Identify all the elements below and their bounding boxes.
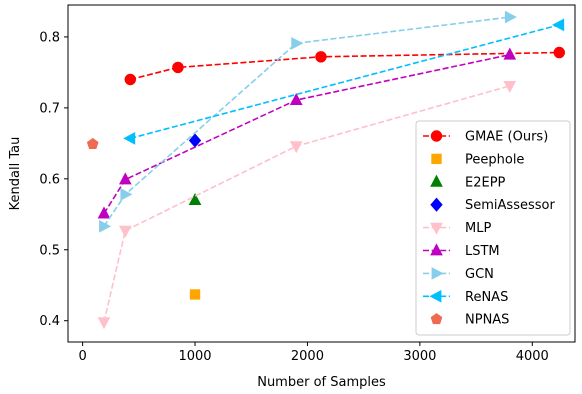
y-tick-label: 0.4 [39,314,60,329]
legend-label: MLP [465,221,491,236]
legend-marker [430,243,443,256]
legend-marker [430,174,443,187]
legend-label: GCN [465,267,494,282]
series-2 [188,192,202,206]
y-tick-label: 0.6 [39,172,60,187]
data-point [289,141,303,154]
chart-marks [86,10,565,330]
legend-item: GMAE (Ours) [423,130,548,145]
legend-marker [431,267,444,280]
legend-label: E2EPP [465,175,506,190]
x-axis-label: Number of Samples [257,375,386,390]
data-point [119,225,132,238]
series-8 [86,137,99,150]
legend-label: LSTM [465,244,500,259]
legend-marker [430,313,443,325]
y-tick-label: 0.8 [39,30,60,45]
y-tick-label: 0.5 [39,243,60,258]
legend-label: ReNAS [465,290,508,305]
data-point [123,132,136,145]
legend-item: ReNAS [423,290,508,305]
legend-label: Peephole [465,152,524,167]
legend-marker [430,130,443,142]
legend-frame [415,120,571,336]
data-point [315,51,327,63]
series-line [130,24,560,140]
data-point [124,73,137,86]
legend-item: GCN [423,267,494,282]
legend-marker [431,153,442,165]
legend-label: GMAE (Ours) [465,130,548,145]
data-point [172,61,184,74]
data-point [86,137,99,150]
data-point [97,317,111,330]
legend-item: MLP [423,221,491,236]
series-line [103,85,511,323]
legend: GMAE (Ours) Peephole E2EPP SemiAssessor MLP L… [415,120,571,336]
plot-frame [67,4,576,343]
data-point [97,206,111,219]
x-tick-label: 1000 [178,349,211,364]
data-point [503,47,517,60]
legend-item: Peephole [431,152,524,167]
legend-item: E2EPP [430,174,506,190]
data-point [120,188,133,201]
data-point [291,36,304,50]
data-point [289,92,303,105]
data-point [189,289,201,300]
y-tick-label: 0.7 [39,101,60,116]
x-tick-label: 2000 [291,349,324,364]
data-point [99,220,112,233]
series-1 [189,289,201,300]
series-line [103,53,510,215]
y-axis: 0.4 0.5 0.6 0.7 0.8 [39,30,68,329]
series-6 [99,10,517,233]
data-point [188,192,202,206]
series-0 [124,46,565,86]
data-point [553,46,565,59]
data-point [552,18,565,32]
legend-marker [429,289,442,303]
legend-label: SemiAssessor [465,198,555,213]
x-tick-label: 0 [78,349,86,364]
data-point [503,80,517,94]
series-line [103,16,510,227]
x-tick-label: 3000 [403,349,436,364]
series-line [130,51,560,81]
series-7 [123,18,565,145]
y-axis-label: Kendall Tau [8,137,23,211]
legend-item: LSTM [423,243,500,259]
x-axis: 0 1000 2000 3000 4000 [78,342,549,364]
series-5 [97,47,517,219]
series-4 [97,80,517,330]
legend-item: SemiAssessor [430,197,555,213]
legend-marker [430,197,443,212]
data-point [119,172,132,185]
legend-label: NPNAS [465,313,509,328]
legend-marker [430,222,443,235]
x-tick-label: 4000 [516,349,549,364]
data-point [504,10,517,24]
legend-item: NPNAS [430,313,509,328]
